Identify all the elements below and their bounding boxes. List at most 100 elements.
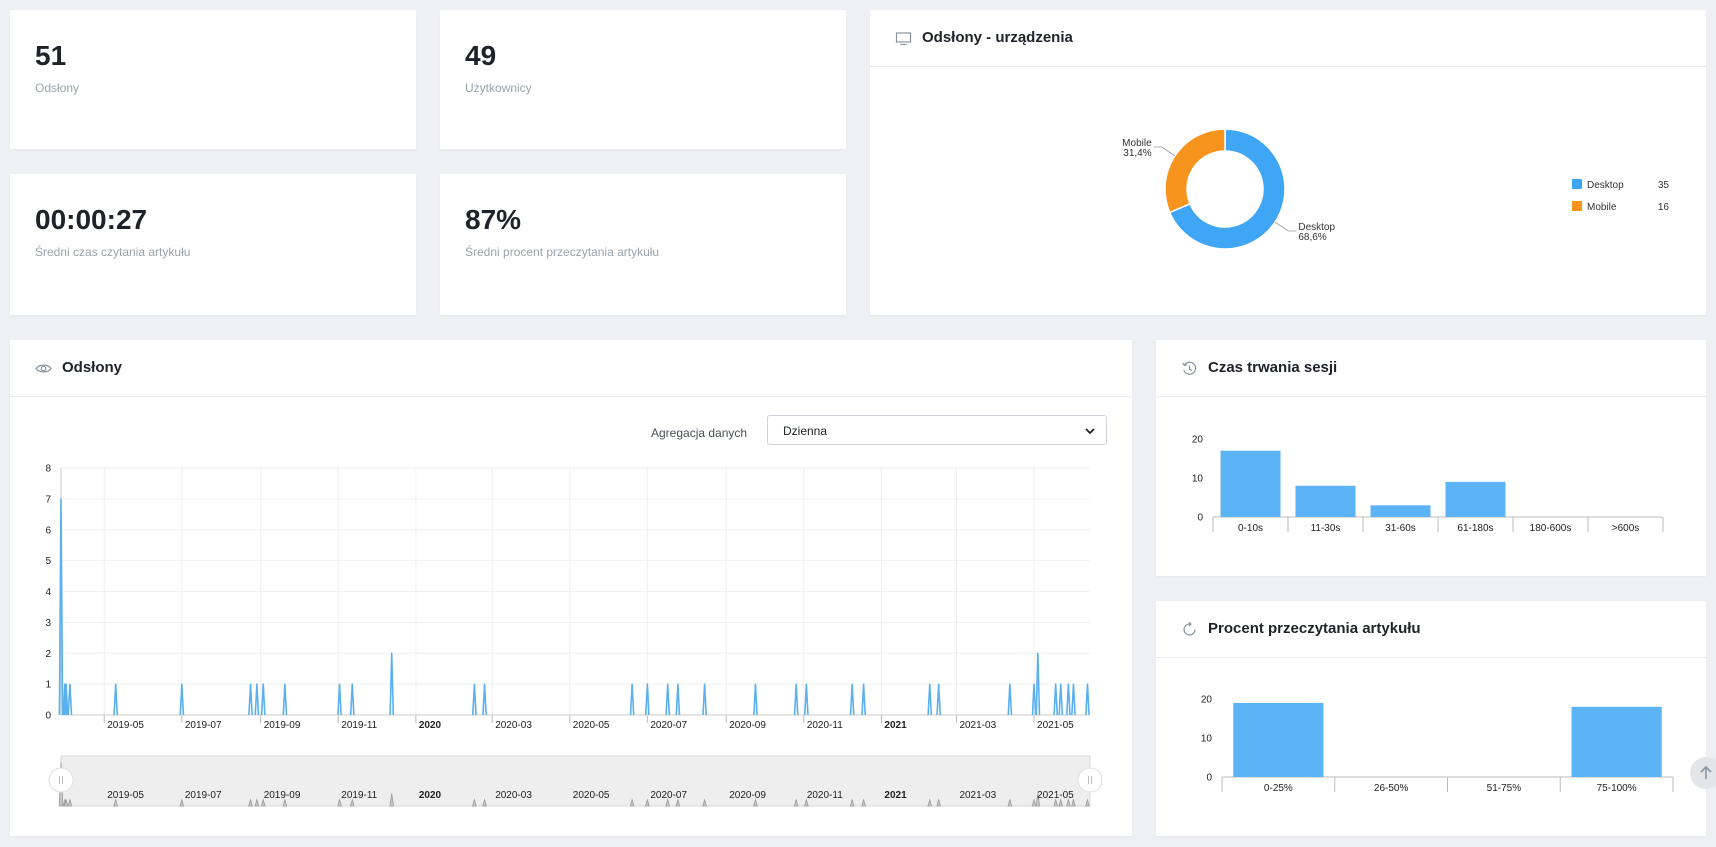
- line-point: [665, 683, 671, 716]
- navigator-point: [1053, 798, 1058, 807]
- navigator-tick-label: 2020-03: [495, 790, 532, 801]
- stat-label: Użytkownicy: [465, 81, 532, 95]
- line-point: [936, 683, 942, 716]
- stat-card-avg-read-percent: 87% Średni procent przeczytania artykułu: [440, 174, 846, 315]
- y-tick-label: 0: [1206, 773, 1212, 784]
- x-tick-label: 31-60s: [1385, 523, 1416, 534]
- navigator-point: [472, 798, 477, 807]
- navigator-handle-circle: [1077, 767, 1103, 793]
- navigator-point: [1071, 798, 1076, 807]
- y-tick-label: 8: [45, 464, 51, 475]
- line-point: [67, 683, 73, 716]
- session-card: Czas trwania sesji 0 10 20 0-10s 11-30s 31-60…: [1156, 340, 1706, 576]
- navigator-point: [63, 798, 69, 807]
- scroll-to-top-button[interactable]: [1690, 757, 1716, 789]
- navigator-tick-label: 2021-03: [959, 790, 996, 801]
- x-tick-label: 2020-03: [495, 720, 532, 731]
- line-point: [282, 683, 288, 716]
- navigator-point: [179, 798, 185, 807]
- y-tick-label: 5: [45, 556, 51, 567]
- donut-label-connector: [1153, 146, 1176, 157]
- line-point: [849, 683, 855, 716]
- x-tick-label: 2021-05: [1037, 720, 1074, 731]
- y-tick-label: 4: [45, 587, 51, 598]
- x-tick-label: 2021-03: [959, 720, 996, 731]
- navigator-point: [1031, 798, 1037, 807]
- donut-label-name: Desktop: [1298, 222, 1335, 233]
- line-point: [675, 683, 681, 716]
- y-tick-label: 20: [1201, 695, 1213, 706]
- x-tick-label: 11-30s: [1311, 523, 1341, 534]
- navigator-point: [675, 798, 681, 807]
- x-tick-label: 2019-11: [341, 720, 377, 731]
- stat-card-pageviews: 51 Odsłony: [10, 10, 416, 149]
- navigator-point: [248, 798, 253, 807]
- y-tick-label: 0: [1197, 513, 1203, 524]
- donut-label-percent: 31,4%: [1123, 148, 1151, 159]
- pageviews-card: Odsłony Agregacja danych Dzienna 0 1 2 3 4 5 6…: [10, 340, 1132, 836]
- x-tick-label: 2020-11: [807, 720, 843, 731]
- navigator-point: [349, 798, 355, 807]
- stat-label: Średni procent przeczytania artykułu: [465, 245, 660, 259]
- readpercent-card: Procent przeczytania artykułu 0 10 20 0-25%…: [1156, 601, 1706, 836]
- navigator-point: [861, 798, 866, 807]
- x-tick-label: 2020-09: [729, 720, 766, 731]
- y-tick-label: 0: [45, 711, 51, 722]
- line-point: [702, 683, 708, 716]
- navigator-point: [482, 798, 487, 807]
- legend-label: Mobile: [1587, 202, 1617, 213]
- navigator-point: [113, 798, 119, 807]
- donut-label-connector: [1274, 221, 1297, 232]
- stat-value: 49: [465, 40, 497, 71]
- donut-label-percent: 68,6%: [1298, 232, 1326, 243]
- bar-75-100%: [1571, 706, 1662, 777]
- line-point: [644, 683, 650, 716]
- navigator-point: [260, 798, 266, 807]
- arrow-up-icon: [1700, 765, 1712, 779]
- line-point: [58, 498, 64, 716]
- x-tick-label: 0-25%: [1264, 783, 1293, 794]
- aggregation-label: Agregacja danych: [651, 426, 748, 440]
- navigator-handle-left[interactable]: [48, 767, 74, 793]
- line-point: [179, 683, 185, 716]
- x-tick-label: 26-50%: [1374, 783, 1409, 794]
- card-header: Odsłony - urządzenia: [870, 10, 1706, 67]
- y-tick-label: 10: [1201, 734, 1213, 745]
- card-header: Czas trwania sesji: [1156, 340, 1706, 397]
- line-point: [471, 683, 477, 716]
- legend-swatch-desktop: [1572, 179, 1582, 189]
- y-tick-label: 20: [1192, 435, 1204, 446]
- line-point: [389, 652, 395, 716]
- navigator-point: [282, 798, 288, 807]
- x-tick-label: 2019-07: [185, 720, 222, 731]
- navigator-point: [753, 798, 758, 807]
- line-point: [113, 683, 119, 716]
- line-point: [337, 683, 342, 716]
- line-point: [629, 683, 635, 716]
- line-point: [1007, 683, 1013, 716]
- navigator-handle-circle: [48, 767, 74, 793]
- pageviews-title: Odsłony: [62, 359, 123, 376]
- donut-label-name: Mobile: [1122, 138, 1152, 149]
- stat-label: Odsłony: [35, 81, 80, 95]
- line-point: [1065, 683, 1071, 716]
- navigator-point: [804, 798, 809, 807]
- navigator-point: [936, 798, 941, 807]
- line-point: [349, 683, 355, 716]
- navigator-point: [793, 798, 799, 807]
- navigator-tick-label: 2019-07: [185, 790, 222, 801]
- aggregation-select[interactable]: Dzienna: [767, 415, 1107, 445]
- monitor-icon: [895, 32, 912, 46]
- y-tick-label: 3: [45, 618, 51, 629]
- x-tick-label: 0-10s: [1238, 523, 1263, 534]
- line-point: [1035, 652, 1041, 716]
- x-tick-label: 2019-09: [264, 720, 301, 731]
- x-tick-label: 75-100%: [1597, 783, 1637, 794]
- navigator-handle-right[interactable]: [1077, 767, 1103, 793]
- aggregation-select-value: Dzienna: [783, 424, 828, 438]
- navigator-point: [337, 798, 342, 807]
- card-header: Odsłony: [10, 340, 1132, 397]
- navigator-tick-label: 2021: [884, 790, 907, 801]
- line-point: [63, 683, 69, 716]
